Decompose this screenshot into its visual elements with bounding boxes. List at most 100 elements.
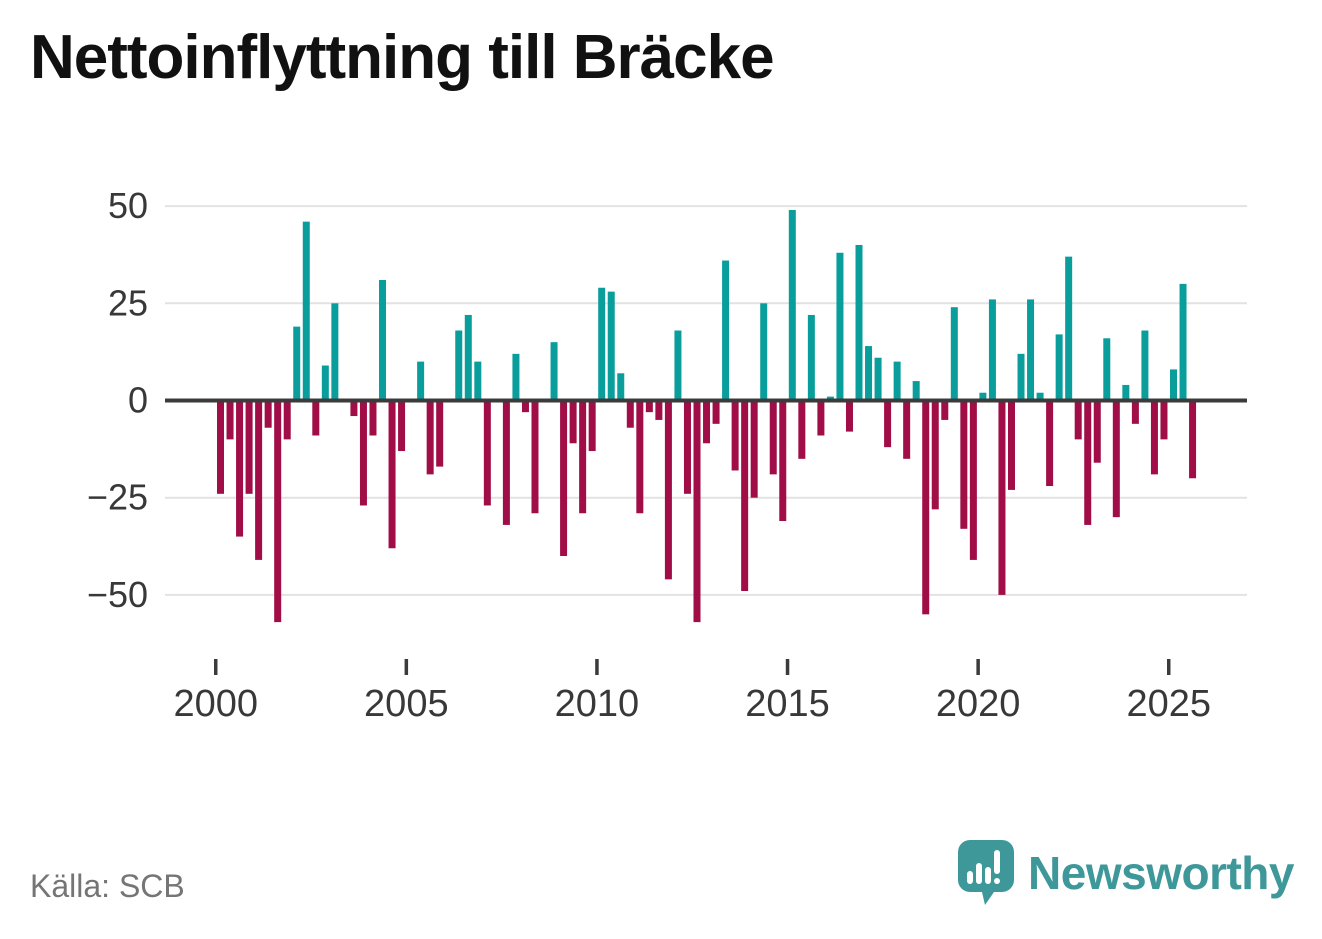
bar-2020-q3 bbox=[998, 400, 1006, 595]
bar-2002-q4 bbox=[321, 365, 329, 401]
bar-2001-q4 bbox=[283, 400, 291, 440]
bar-2008-q1 bbox=[521, 400, 529, 413]
bar-2018-q4 bbox=[931, 400, 939, 510]
bar-2016-q2 bbox=[836, 252, 844, 401]
bar-2023-q2 bbox=[1103, 338, 1111, 401]
bar-2006-q3 bbox=[464, 314, 472, 401]
newsworthy-logo: Newsworthy bbox=[958, 840, 1294, 906]
bar-2011-q3 bbox=[655, 400, 663, 420]
bar-2024-q3 bbox=[1150, 400, 1158, 475]
bar-2004-q3 bbox=[388, 400, 396, 549]
bar-2015-q3 bbox=[807, 314, 815, 401]
x-axis-tick-label: 2000 bbox=[173, 683, 258, 725]
bar-2014-q4 bbox=[779, 400, 787, 522]
bar-2002-q2 bbox=[302, 221, 310, 401]
bar-2022-q4 bbox=[1084, 400, 1092, 525]
bar-2014-q2 bbox=[760, 303, 768, 401]
bar-2003-q4 bbox=[359, 400, 367, 506]
bar-2025-q3 bbox=[1189, 400, 1197, 479]
bar-2008-q2 bbox=[531, 400, 539, 514]
bar-2010-q3 bbox=[617, 373, 625, 401]
logo-bar-medium bbox=[985, 867, 992, 884]
bar-2016-q3 bbox=[845, 400, 853, 432]
bar-2012-q4 bbox=[703, 400, 711, 444]
bar-2025-q2 bbox=[1179, 283, 1187, 401]
bar-2024-q1 bbox=[1131, 400, 1139, 424]
bar-2018-q3 bbox=[922, 400, 930, 615]
bar-2019-q2 bbox=[950, 307, 958, 401]
bar-2019-q4 bbox=[969, 400, 977, 560]
bar-2007-q1 bbox=[483, 400, 491, 506]
bar-2009-q1 bbox=[560, 400, 568, 557]
bar-2000-q4 bbox=[245, 400, 253, 494]
bar-2001-q1 bbox=[255, 400, 263, 560]
bar-2021-q2 bbox=[1027, 299, 1035, 401]
bar-2000-q2 bbox=[226, 400, 234, 440]
bar-2005-q3 bbox=[426, 400, 434, 475]
bar-2023-q1 bbox=[1093, 400, 1101, 463]
bar-2006-q4 bbox=[474, 361, 482, 401]
bar-2013-q2 bbox=[722, 260, 730, 401]
bar-2016-q4 bbox=[855, 244, 863, 401]
bar-2021-q4 bbox=[1046, 400, 1054, 487]
bar-2002-q1 bbox=[293, 326, 301, 401]
bar-2019-q1 bbox=[941, 400, 949, 420]
bar-2004-q1 bbox=[369, 400, 377, 436]
bar-2022-q1 bbox=[1055, 334, 1063, 401]
newsworthy-logo-icon bbox=[958, 840, 1015, 905]
bar-2015-q4 bbox=[817, 400, 825, 436]
x-axis-tick-label: 2015 bbox=[745, 683, 830, 725]
bar-2015-q2 bbox=[798, 400, 806, 459]
bar-2021-q3 bbox=[1036, 392, 1044, 401]
bar-2009-q2 bbox=[569, 400, 577, 444]
bar-2000-q1 bbox=[217, 400, 224, 494]
bar-2011-q2 bbox=[645, 400, 653, 413]
bar-2002-q3 bbox=[312, 400, 320, 436]
bar-2020-q1 bbox=[979, 392, 987, 401]
logo-bar-tall bbox=[976, 863, 983, 884]
bar-2009-q4 bbox=[588, 400, 596, 452]
source-note: Källa: SCB bbox=[30, 868, 185, 904]
bar-2000-q3 bbox=[236, 400, 244, 537]
logo-bar-small bbox=[967, 871, 974, 884]
bar-2017-q2 bbox=[874, 357, 882, 401]
bar-2014-q1 bbox=[750, 400, 758, 498]
bar-2024-q4 bbox=[1160, 400, 1168, 440]
bar-2024-q2 bbox=[1141, 330, 1149, 401]
chart-title: Nettoinflyttning till Bräcke bbox=[30, 23, 775, 92]
x-axis-tick-label: 2025 bbox=[1126, 683, 1211, 725]
x-axis-tick-label: 2020 bbox=[936, 683, 1021, 725]
bar-2025-q1 bbox=[1170, 369, 1177, 401]
bar-2011-q4 bbox=[664, 400, 672, 580]
y-axis-tick-label: −25 bbox=[87, 477, 148, 518]
y-axis-tick-label: 25 bbox=[108, 282, 148, 323]
logo-exclamation-dot bbox=[994, 878, 1001, 884]
bar-2021-q1 bbox=[1017, 353, 1025, 401]
x-axis-tick-label: 2005 bbox=[364, 683, 449, 725]
bar-2003-q3 bbox=[350, 400, 358, 417]
bar-2007-q4 bbox=[512, 353, 520, 401]
bar-2015-q1 bbox=[788, 209, 796, 401]
bar-2008-q4 bbox=[550, 342, 558, 401]
bar-2005-q4 bbox=[436, 400, 444, 467]
bar-2011-q1 bbox=[636, 400, 644, 514]
newsworthy-logo-text: Newsworthy bbox=[1028, 847, 1294, 899]
bar-2022-q2 bbox=[1065, 256, 1073, 401]
bar-2023-q3 bbox=[1112, 400, 1120, 518]
y-axis-tick-label: 50 bbox=[108, 185, 148, 226]
bar-2018-q1 bbox=[903, 400, 911, 459]
bar-2007-q3 bbox=[502, 400, 510, 525]
bar-2017-q4 bbox=[893, 361, 901, 401]
bar-2013-q4 bbox=[741, 400, 749, 592]
bar-2019-q3 bbox=[960, 400, 968, 529]
bar-2012-q3 bbox=[693, 400, 701, 623]
y-axis-tick-label: 0 bbox=[128, 380, 148, 421]
bar-2010-q4 bbox=[626, 400, 634, 428]
bar-2003-q1 bbox=[331, 303, 339, 401]
bar-2017-q1 bbox=[865, 346, 873, 401]
bar-2006-q2 bbox=[455, 330, 463, 401]
bar-2013-q1 bbox=[712, 400, 720, 424]
logo-exclamation-bar bbox=[994, 850, 1001, 874]
